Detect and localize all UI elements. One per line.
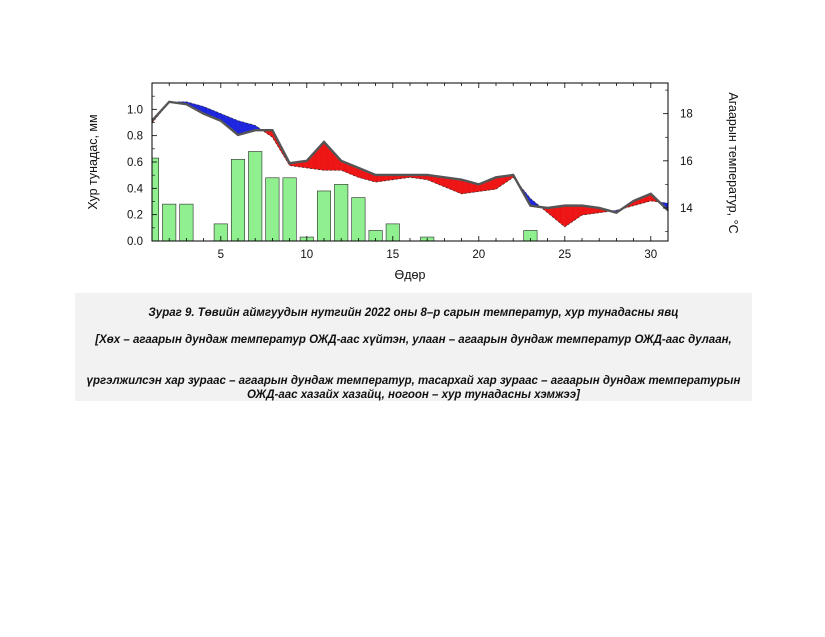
precip-bar-day-1 — [151, 157, 160, 242]
caption-legend: [Хөх – агаарын дундаж температур ОЖД-аас… — [95, 334, 732, 346]
precip-bar-day-9 — [282, 177, 297, 242]
y-right-tick-label-16: 16 — [680, 156, 693, 168]
x-tick-label-30: 30 — [644, 249, 657, 261]
x-tick-label-20: 20 — [472, 249, 485, 261]
x-tick-label-25: 25 — [558, 249, 571, 261]
chart-area: 5 10 15 20 25 30 0.0 0.2 0.4 0.6 0.8 1.0 14 16 18 Өдөр Х… — [75, 75, 752, 293]
precip-bar-day-3 — [179, 203, 194, 242]
precip-bar-day-6 — [230, 159, 246, 242]
precip-bar-day-7 — [248, 151, 263, 242]
norm-temperature-line — [151, 101, 669, 228]
y-left-tick-label-0.8: 0.8 — [127, 131, 143, 143]
precip-bar-day-2 — [162, 203, 177, 242]
precip-bar-day-11 — [316, 190, 332, 242]
y-left-tick-label-0.4: 0.4 — [127, 183, 144, 195]
x-tick-label-10: 10 — [300, 249, 313, 261]
x-tick-label-15: 15 — [386, 249, 399, 261]
caption-legend-continued: үргэлжилсэн хар зураас – агаарын дундаж … — [86, 375, 741, 401]
y-left-tick-label-0.0: 0.0 — [127, 236, 143, 248]
precip-bar-day-12 — [334, 184, 349, 242]
caption-title: Зураг 9. Төвийн аймгуудын нутгийн 2022 о… — [148, 307, 679, 319]
y-right-tick-label-18: 18 — [680, 109, 693, 121]
x-axis-label: Өдөр — [395, 268, 426, 282]
y-left-axis-label: Хур тунадас, мм — [86, 114, 100, 209]
y-left-tick-label-0.6: 0.6 — [127, 157, 143, 169]
precip-bar-day-8 — [265, 177, 280, 242]
plot-frame — [151, 82, 669, 242]
y-left-tick-label-0.2: 0.2 — [127, 210, 143, 222]
y-left-tick-label-1.0: 1.0 — [127, 104, 143, 116]
precip-bar-day-13 — [351, 197, 366, 242]
temperature-line — [151, 100, 669, 215]
figure-panel: 5 10 15 20 25 30 0.0 0.2 0.4 0.6 0.8 1.0 14 16 18 Өдөр Х… — [75, 75, 752, 401]
x-tick-label-5: 5 — [218, 249, 224, 261]
y-right-axis-label: Агаарын температур, °С — [726, 92, 740, 233]
temperature-precipitation-chart: 5 10 15 20 25 30 0.0 0.2 0.4 0.6 0.8 1.0 14 16 18 Өдөр Х… — [86, 82, 740, 282]
y-right-tick-label-14: 14 — [680, 203, 693, 215]
